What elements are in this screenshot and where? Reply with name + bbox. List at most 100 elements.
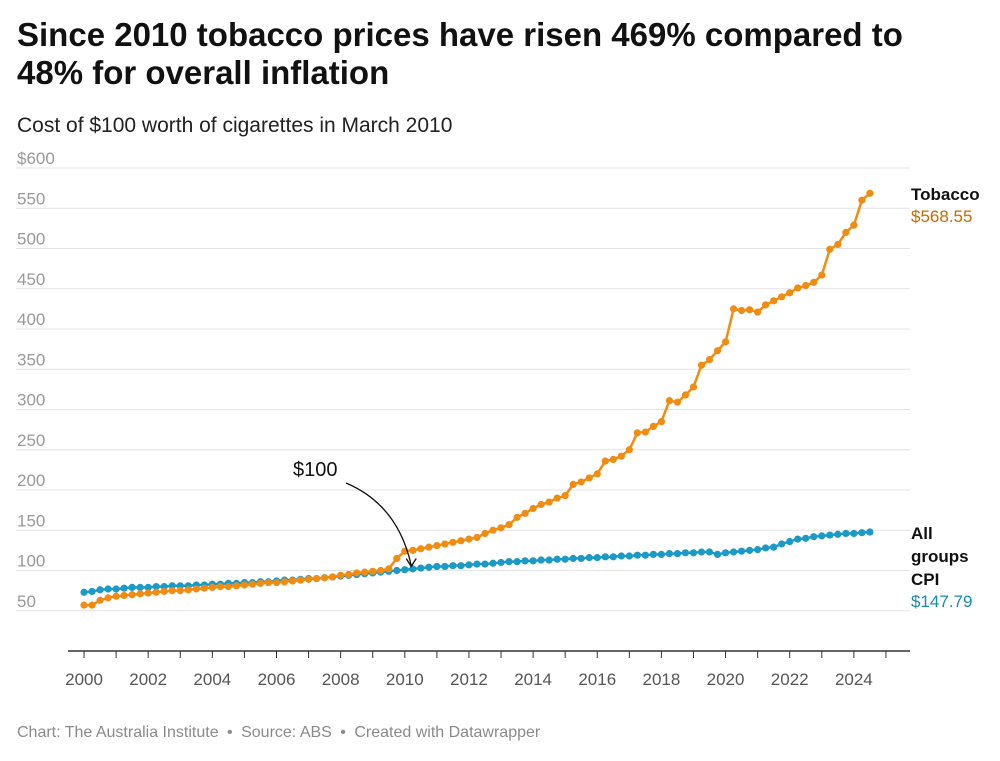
data-point-cpi[interactable] — [665, 549, 674, 558]
data-point-tobacco[interactable] — [417, 545, 425, 553]
data-point-cpi[interactable] — [513, 558, 521, 566]
data-point-tobacco[interactable] — [697, 361, 706, 369]
data-point-tobacco[interactable] — [449, 538, 457, 546]
data-point-tobacco[interactable] — [770, 297, 778, 305]
data-point-cpi[interactable] — [617, 552, 625, 560]
data-point-tobacco[interactable] — [457, 537, 465, 545]
data-point-tobacco[interactable] — [681, 391, 690, 399]
data-point-tobacco[interactable] — [818, 271, 826, 279]
data-point-cpi[interactable] — [850, 529, 858, 538]
data-point-cpi[interactable] — [417, 564, 425, 572]
data-point-tobacco[interactable] — [441, 540, 449, 548]
data-point-tobacco[interactable] — [369, 567, 377, 575]
data-point-tobacco[interactable] — [200, 584, 208, 592]
data-point-tobacco[interactable] — [345, 570, 353, 579]
data-point-tobacco[interactable] — [617, 452, 625, 460]
data-point-cpi[interactable] — [858, 529, 866, 537]
data-point-cpi[interactable] — [681, 549, 690, 557]
data-point-tobacco[interactable] — [786, 289, 794, 297]
data-point-tobacco[interactable] — [409, 546, 417, 554]
data-point-cpi[interactable] — [633, 551, 641, 559]
data-point-tobacco[interactable] — [296, 576, 305, 584]
data-point-tobacco[interactable] — [489, 526, 497, 534]
data-point-tobacco[interactable] — [513, 513, 521, 521]
data-point-cpi[interactable] — [112, 585, 120, 593]
data-point-tobacco[interactable] — [128, 591, 136, 599]
data-point-tobacco[interactable] — [738, 306, 746, 315]
data-point-cpi[interactable] — [537, 556, 545, 564]
data-point-cpi[interactable] — [577, 554, 585, 563]
data-point-tobacco[interactable] — [264, 578, 273, 587]
data-point-cpi[interactable] — [673, 549, 682, 558]
data-point-cpi[interactable] — [489, 559, 497, 567]
data-point-tobacco[interactable] — [778, 293, 786, 301]
data-point-cpi[interactable] — [649, 550, 657, 559]
data-point-tobacco[interactable] — [834, 240, 842, 249]
data-point-tobacco[interactable] — [561, 492, 569, 500]
data-point-tobacco[interactable] — [529, 504, 537, 513]
data-point-tobacco[interactable] — [208, 583, 216, 592]
data-point-tobacco[interactable] — [385, 565, 393, 573]
data-point-cpi[interactable] — [529, 557, 537, 565]
data-point-cpi[interactable] — [449, 562, 457, 570]
data-point-tobacco[interactable] — [321, 574, 329, 582]
data-point-cpi[interactable] — [144, 583, 152, 592]
data-point-tobacco[interactable] — [160, 587, 168, 596]
data-point-tobacco[interactable] — [337, 571, 345, 579]
data-point-tobacco[interactable] — [473, 533, 481, 542]
footer-source[interactable]: Source: ABS — [241, 724, 332, 741]
data-point-tobacco[interactable] — [240, 581, 249, 589]
data-point-tobacco[interactable] — [184, 586, 192, 594]
data-point-cpi[interactable] — [152, 583, 160, 591]
data-point-cpi[interactable] — [553, 555, 561, 563]
data-point-tobacco[interactable] — [481, 529, 489, 538]
data-point-cpi[interactable] — [497, 558, 505, 567]
data-point-cpi[interactable] — [80, 588, 88, 596]
data-point-cpi[interactable] — [104, 585, 112, 593]
data-point-cpi[interactable] — [770, 543, 778, 551]
data-point-tobacco[interactable] — [665, 397, 674, 405]
data-point-cpi[interactable] — [802, 534, 810, 542]
data-point-cpi[interactable] — [136, 583, 144, 592]
data-point-cpi[interactable] — [657, 550, 666, 559]
data-point-tobacco[interactable] — [288, 577, 297, 585]
data-point-cpi[interactable] — [601, 553, 609, 561]
data-point-cpi[interactable] — [409, 565, 417, 573]
data-point-cpi[interactable] — [738, 547, 746, 555]
data-point-tobacco[interactable] — [858, 196, 866, 204]
data-point-cpi[interactable] — [401, 566, 409, 574]
data-point-tobacco[interactable] — [176, 587, 184, 595]
data-point-cpi[interactable] — [754, 545, 762, 554]
data-point-cpi[interactable] — [689, 549, 698, 557]
data-point-tobacco[interactable] — [425, 543, 433, 551]
data-point-cpi[interactable] — [746, 546, 754, 554]
data-point-cpi[interactable] — [705, 548, 714, 556]
data-point-cpi[interactable] — [810, 533, 818, 541]
data-point-cpi[interactable] — [457, 562, 465, 570]
data-point-cpi[interactable] — [433, 562, 441, 571]
data-point-tobacco[interactable] — [826, 245, 834, 253]
data-point-tobacco[interactable] — [842, 228, 850, 236]
data-point-cpi[interactable] — [834, 530, 842, 538]
data-point-tobacco[interactable] — [537, 500, 545, 509]
data-point-cpi[interactable] — [713, 550, 722, 559]
data-point-cpi[interactable] — [697, 548, 706, 556]
data-point-cpi[interactable] — [505, 558, 513, 566]
data-point-tobacco[interactable] — [553, 494, 561, 502]
data-point-cpi[interactable] — [481, 560, 489, 568]
data-point-tobacco[interactable] — [721, 338, 730, 346]
data-point-tobacco[interactable] — [505, 521, 513, 529]
data-point-cpi[interactable] — [128, 583, 136, 592]
data-point-cpi[interactable] — [441, 562, 449, 571]
data-point-tobacco[interactable] — [673, 398, 682, 406]
data-point-tobacco[interactable] — [689, 383, 698, 391]
data-point-tobacco[interactable] — [136, 590, 144, 598]
data-point-tobacco[interactable] — [353, 569, 361, 577]
data-point-cpi[interactable] — [729, 548, 738, 556]
data-point-tobacco[interactable] — [497, 524, 505, 532]
data-point-tobacco[interactable] — [312, 574, 321, 583]
data-point-cpi[interactable] — [545, 556, 553, 564]
data-point-tobacco[interactable] — [168, 587, 176, 595]
data-point-cpi[interactable] — [425, 563, 433, 571]
data-point-cpi[interactable] — [721, 549, 730, 557]
